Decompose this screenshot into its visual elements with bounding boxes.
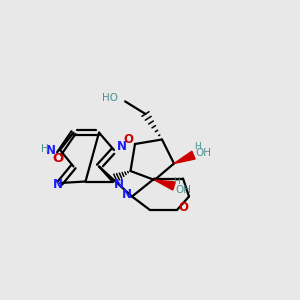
Text: N: N [53,178,63,191]
Text: OH: OH [195,148,211,158]
Text: O: O [178,201,189,214]
Polygon shape [174,151,195,164]
Text: O: O [123,133,134,146]
Text: O: O [52,152,63,166]
Text: OH: OH [175,184,191,195]
Text: H: H [173,177,180,186]
Text: HO: HO [102,93,118,103]
Text: H: H [40,144,48,154]
Text: N: N [114,178,124,191]
Text: N: N [122,188,132,201]
Polygon shape [154,180,175,190]
Text: N: N [46,143,56,157]
Text: N: N [116,140,127,154]
Text: H: H [194,142,201,151]
